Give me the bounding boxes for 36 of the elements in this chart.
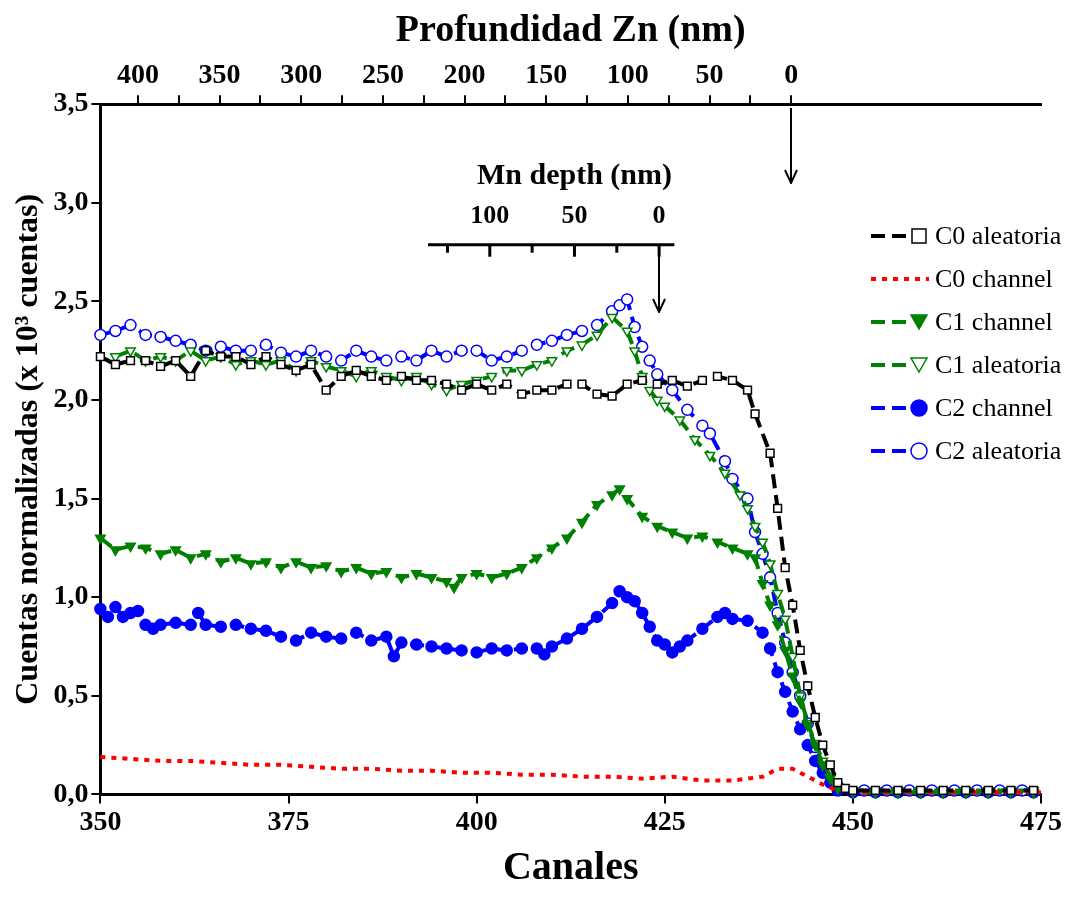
y-tick-label: 2,0 [53, 382, 89, 414]
x2-tick-label: 100 [606, 57, 649, 89]
x2-tick-label: 150 [525, 57, 568, 89]
legend-label: C1 channel [935, 307, 1053, 338]
x2-axis-title: Profundidad Zn (nm) [395, 6, 746, 50]
x-tick-label: 475 [1020, 805, 1062, 837]
annotation: Mn depth (nm) [476, 157, 672, 192]
legend-label: C0 aleatoria [935, 221, 1062, 252]
y-tick-label: 2,5 [53, 283, 89, 315]
y-axis-title: Cuentas normalizadas (x 10³ cuentas) [8, 193, 45, 705]
x2-tick-label: 0 [784, 57, 799, 89]
legend-label: C0 channel [935, 264, 1053, 295]
x2-tick-label: 200 [443, 57, 486, 89]
x-tick-label: 425 [643, 805, 686, 837]
y-tick-label: 3,0 [53, 185, 89, 217]
x2-tick-label: 350 [198, 57, 241, 89]
y-tick-label: 0,5 [53, 678, 89, 710]
x2-tick-label: 300 [280, 57, 323, 89]
x-tick-label: 400 [455, 805, 498, 837]
legend-label: C2 aleatoria [935, 436, 1062, 467]
y-tick-label: 0,0 [53, 776, 89, 808]
x-tick-label: 450 [831, 805, 874, 837]
legend-label: C1 aleatoria [935, 350, 1062, 381]
x2-tick-label: 400 [116, 57, 159, 89]
annotation: 0 [652, 200, 666, 230]
x2-tick-label: 250 [361, 57, 404, 89]
annotation: 50 [561, 200, 588, 230]
x2-tick-label: 50 [695, 57, 724, 89]
legend-label: C2 channel [935, 393, 1053, 424]
annotation: 100 [470, 200, 510, 230]
y-tick-label: 3,5 [53, 86, 89, 118]
y-tick-label: 1,5 [53, 480, 89, 512]
y-tick-label: 1,0 [53, 579, 89, 611]
x-tick-label: 375 [267, 805, 310, 837]
x-tick-label: 350 [79, 805, 122, 837]
x-axis-title: Canales [502, 843, 639, 889]
